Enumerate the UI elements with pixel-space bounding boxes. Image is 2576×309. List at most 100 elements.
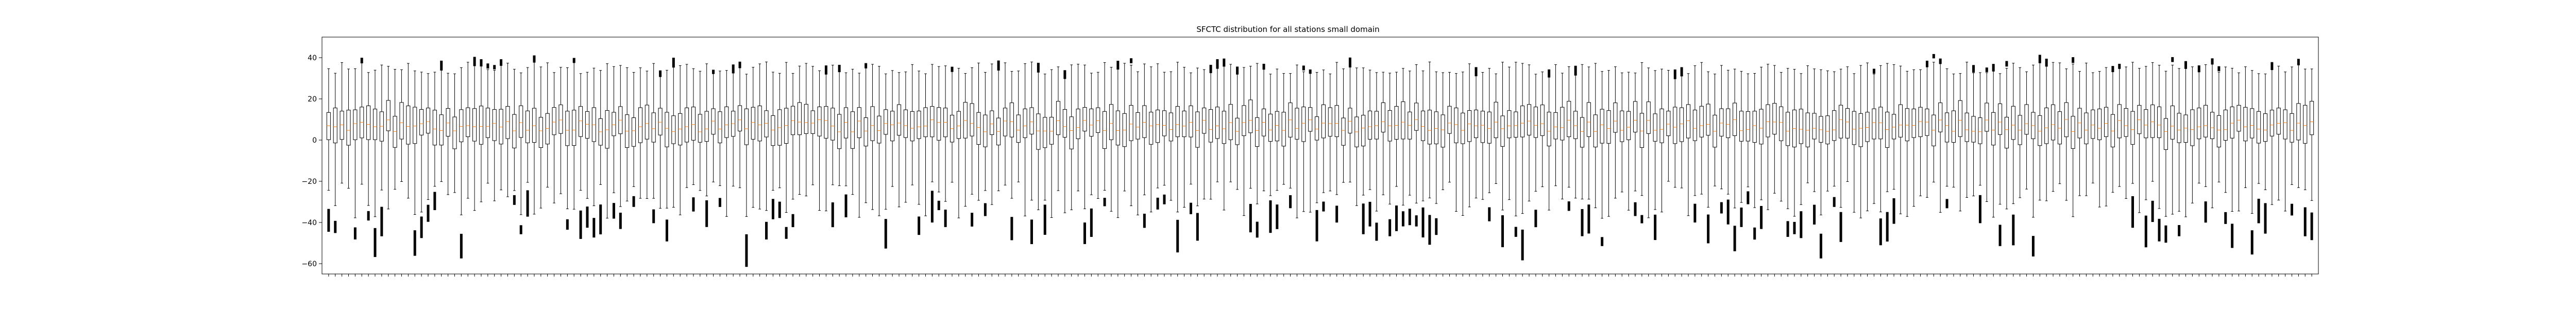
- box: [1374, 111, 1379, 140]
- outlier-cluster: [500, 59, 503, 66]
- outlier-cluster: [2204, 201, 2207, 223]
- outlier-cluster: [785, 227, 788, 239]
- outlier-cluster: [2270, 62, 2274, 71]
- box: [1958, 100, 1962, 137]
- outlier-cluster: [1740, 208, 1743, 227]
- box: [671, 115, 676, 144]
- outlier-cluster: [2231, 224, 2234, 248]
- outlier-cluster: [493, 65, 496, 70]
- box: [1334, 105, 1339, 137]
- outlier-cluster: [1256, 221, 1259, 238]
- box: [1096, 107, 1100, 133]
- box: [1839, 105, 1843, 139]
- chart-title: SFCTC distribution for all stations smal…: [1196, 25, 1379, 34]
- box: [1467, 110, 1472, 142]
- outlier-cluster: [1348, 57, 1351, 67]
- outlier-cluster: [1209, 64, 1212, 73]
- box: [1175, 106, 1180, 138]
- box: [1321, 104, 1326, 139]
- box: [2183, 114, 2188, 143]
- box: [970, 103, 974, 136]
- box: [1991, 112, 1996, 146]
- outlier-cluster: [1335, 205, 1338, 223]
- box: [1786, 112, 1790, 146]
- box: [1295, 108, 1299, 140]
- box: [1553, 112, 1558, 140]
- outlier-cluster: [1673, 69, 1676, 79]
- box: [1646, 101, 1651, 134]
- outlier-cluster: [1945, 199, 1948, 209]
- outlier-cluster: [2131, 196, 2134, 228]
- outlier-cluster: [1156, 197, 1159, 210]
- box: [698, 114, 702, 143]
- box: [1115, 110, 1120, 146]
- box: [1905, 108, 1909, 142]
- outlier-cluster: [1786, 221, 1789, 237]
- box: [1706, 104, 1710, 136]
- box: [1745, 111, 1750, 142]
- box: [2137, 105, 2142, 134]
- box: [1659, 108, 1664, 143]
- box: [1255, 117, 1260, 147]
- box: [890, 111, 895, 142]
- box: [426, 108, 431, 134]
- box: [757, 106, 762, 142]
- y-tick-label: −40: [301, 219, 317, 227]
- outlier-cluster: [1322, 201, 1325, 212]
- box: [1639, 113, 1644, 148]
- outlier-cluster: [1401, 211, 1404, 227]
- outlier-cluster: [1747, 191, 1750, 204]
- box: [857, 107, 861, 139]
- box: [1600, 109, 1604, 144]
- box: [1487, 111, 1492, 144]
- outlier-cluster: [2264, 203, 2267, 234]
- box: [372, 109, 378, 140]
- outlier-cluster: [1654, 214, 1657, 241]
- outlier-cluster: [480, 59, 483, 66]
- outlier-cluster: [718, 198, 721, 207]
- box: [1812, 113, 1817, 140]
- outlier-cluster: [2012, 214, 2015, 246]
- box: [2024, 104, 2029, 135]
- outlier-cluster: [334, 220, 337, 233]
- outlier-cluster: [572, 58, 575, 63]
- outlier-cluster: [2297, 59, 2300, 65]
- outlier-cluster: [519, 225, 522, 234]
- box: [1500, 115, 1505, 147]
- outlier-cluster: [838, 64, 841, 73]
- outlier-cluster: [1395, 205, 1398, 231]
- box: [572, 110, 577, 146]
- box: [2303, 105, 2308, 144]
- box: [2051, 104, 2056, 141]
- box: [406, 106, 411, 145]
- outlier-cluster: [745, 234, 748, 267]
- box: [1009, 102, 1014, 138]
- boxes-layer: [326, 54, 2314, 277]
- box: [1049, 117, 1054, 145]
- box: [1156, 110, 1160, 143]
- outlier-cluster: [533, 55, 536, 62]
- box: [930, 106, 935, 138]
- box: [956, 111, 961, 139]
- outlier-cluster: [599, 204, 602, 235]
- outlier-cluster: [2197, 65, 2200, 73]
- box: [724, 106, 729, 138]
- box: [393, 116, 397, 148]
- box: [1447, 106, 1452, 134]
- outlier-cluster: [1680, 67, 1683, 77]
- box: [896, 104, 902, 136]
- outlier-cluster: [1587, 204, 1590, 234]
- outlier-cluster: [1415, 215, 1418, 227]
- box: [1805, 112, 1810, 147]
- box: [1361, 115, 1366, 147]
- y-tick-label: −60: [301, 260, 317, 268]
- outlier-cluster: [2072, 57, 2075, 63]
- box: [2124, 108, 2128, 137]
- box: [1454, 108, 1459, 143]
- box: [1613, 102, 1618, 133]
- outlier-cluster: [1262, 63, 1265, 70]
- outlier-cluster: [380, 207, 383, 236]
- box: [1082, 107, 1087, 132]
- outlier-cluster: [1932, 54, 1935, 59]
- box: [1918, 107, 1923, 137]
